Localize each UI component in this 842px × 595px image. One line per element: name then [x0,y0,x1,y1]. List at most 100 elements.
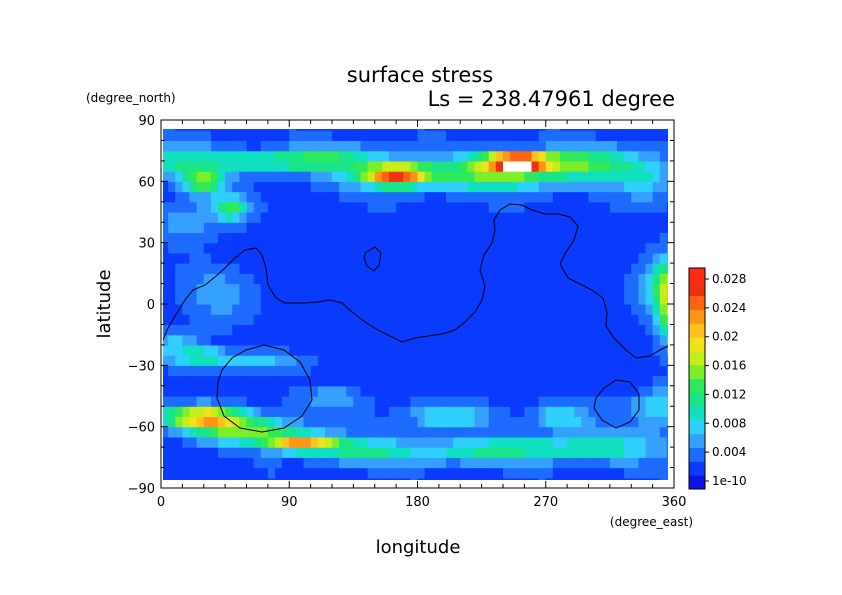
field-cell [203,222,212,234]
field-cell [317,436,326,448]
field-cell [631,212,639,223]
field-cell [310,171,319,182]
field-cell [225,457,233,469]
field-cell [488,191,497,203]
field-cell [503,334,511,346]
field-cell [225,129,233,131]
field-cell [374,304,383,315]
field-cell [638,457,647,469]
field-cell [417,375,426,387]
field-cell [517,191,525,203]
field-cell [552,263,561,274]
field-cell [310,344,319,356]
field-cell [381,201,390,213]
field-cell [545,344,554,356]
field-cell [631,365,639,377]
field-cell [552,140,561,152]
field-cell [460,304,468,315]
field-cell [567,263,575,274]
field-cell [381,436,390,448]
field-cell [659,129,668,131]
field-cell [595,283,604,295]
field-cell [196,171,205,182]
field-cell [503,324,511,336]
field-cell [210,365,219,377]
field-cell [417,304,426,315]
field-cell [346,263,354,274]
field-cell [367,293,376,305]
field-cell [581,293,590,305]
field-cell [453,467,461,479]
field-cell [396,416,404,428]
field-cell [631,232,639,244]
field-cell [360,201,369,213]
field-cell [289,160,297,172]
field-cell [253,477,262,480]
field-cell [275,181,283,193]
field-cell [389,457,397,469]
field-cell [324,283,333,295]
field-cell [203,365,212,377]
field-cell [481,406,490,418]
field-cell [396,436,404,448]
field-cell [182,344,191,356]
field-cell [638,129,647,131]
colorbar-band [689,406,705,421]
field-cell [367,416,376,428]
field-cell [624,416,632,428]
field-cell [538,283,547,295]
field-cell [303,293,312,305]
field-cell [389,334,397,346]
field-cell [317,160,326,172]
field-cell [253,191,262,203]
field-cell [218,385,226,397]
field-cell [310,385,319,397]
field-cell [303,130,312,142]
field-cell [289,181,297,193]
field-cell [374,171,383,182]
colorbar-label: 0.004 [712,445,746,459]
field-cell [574,324,582,336]
field-cell [403,314,411,326]
field-cell [324,375,333,387]
field-cell [460,263,468,274]
field-cell [574,426,582,438]
field-cell [232,385,240,397]
field-cell [389,130,397,142]
field-cell [453,150,461,162]
field-cell [346,130,354,142]
field-cell [203,396,212,407]
field-cell [567,406,575,418]
field-cell [581,304,590,315]
field-cell [303,355,312,366]
x-tick-label: 90 [281,495,298,510]
plot-area [160,119,675,489]
field-cell [225,334,233,346]
field-cell [438,477,447,480]
field-cell [460,355,468,366]
field-cell [232,171,240,182]
field-cell [163,150,169,162]
field-cell [510,212,518,223]
field-cell [163,406,169,418]
field-cell [524,171,533,182]
field-cell [424,365,433,377]
field-cell [282,140,290,152]
field-cell [282,334,290,346]
field-cell [467,252,476,264]
field-cell [624,130,632,142]
field-cell [182,242,191,254]
field-cell [495,242,504,254]
field-cell [531,171,540,182]
field-cell [232,447,240,458]
field-cell [560,344,568,356]
field-cell [617,130,625,142]
field-cell [446,385,454,397]
field-cell [510,344,518,356]
field-cell [617,140,625,152]
field-cell [545,201,554,213]
field-cell [560,130,568,142]
field-cell [645,150,654,162]
field-cell [203,130,212,142]
field-cell [467,201,476,213]
